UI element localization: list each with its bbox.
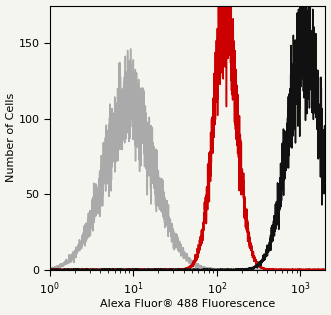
Y-axis label: Number of Cells: Number of Cells <box>6 93 16 182</box>
X-axis label: Alexa Fluor® 488 Fluorescence: Alexa Fluor® 488 Fluorescence <box>100 300 275 309</box>
